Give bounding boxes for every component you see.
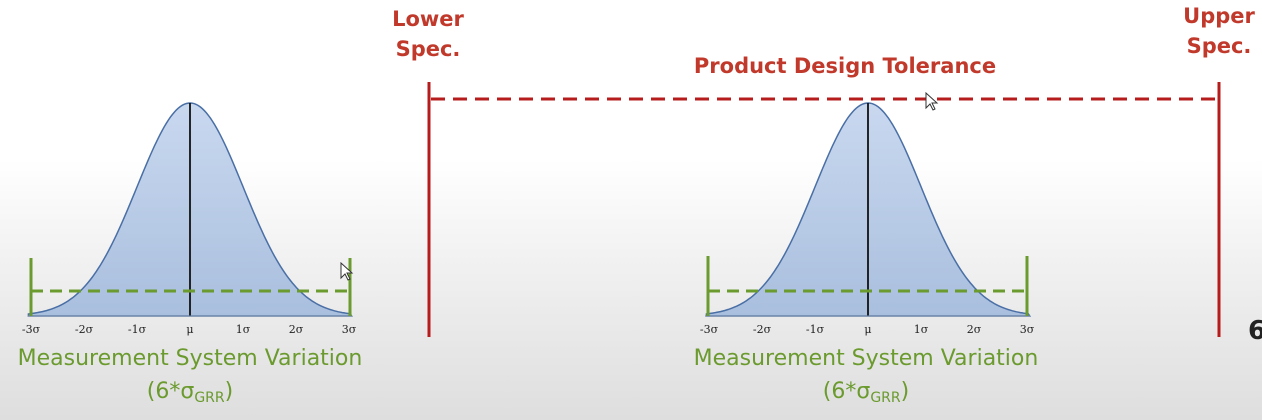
left-sigma-ticks: -3σ -2σ -1σ μ 1σ 2σ 3σ — [22, 323, 357, 336]
left-caption-formula: (6*σGRR) — [0, 375, 380, 409]
truncated-text: 6 — [1248, 316, 1262, 346]
lower-spec-label-line1: Lower — [392, 7, 464, 31]
right-caption-formula: (6*σGRR) — [676, 375, 1056, 409]
right-sigma-tick-label: -1σ — [806, 323, 825, 336]
left-sigma-tick-label: -3σ — [22, 323, 41, 336]
left-sigma-tick-label: -2σ — [75, 323, 94, 336]
right-distribution: -3σ -2σ -1σ μ 1σ 2σ 3σ — [700, 102, 1035, 336]
right-caption-main: Measurement System Variation — [693, 346, 1039, 371]
upper-spec-label-line2: Spec. — [1186, 34, 1252, 59]
right-caption-suffix: ) — [900, 379, 910, 404]
mouse-pointer-icon — [340, 262, 354, 281]
left-sigma-tick-label: -1σ — [128, 323, 147, 336]
right-sigma-tick-label: 2σ — [967, 323, 982, 336]
right-sigma-tick-label: μ — [864, 323, 871, 336]
upper-spec-label: Upper Spec. — [1176, 1, 1262, 62]
left-curve-caption: Measurement System Variation (6*σGRR) — [0, 342, 380, 409]
lower-spec-label: Lower Spec. — [388, 4, 468, 65]
right-sigma-tick-label: 1σ — [914, 323, 929, 336]
right-sigma-ticks: -3σ -2σ -1σ μ 1σ 2σ 3σ — [700, 323, 1035, 336]
right-caption-sub: GRR — [870, 390, 901, 406]
left-sigma-tick-label: 3σ — [342, 323, 357, 336]
left-caption-suffix: ) — [224, 379, 234, 404]
upper-spec-label-line1: Upper — [1183, 4, 1255, 28]
lower-spec-label-line2: Spec. — [395, 37, 461, 62]
right-caption-prefix: (6*σ — [822, 379, 871, 404]
right-sigma-tick-label: 3σ — [1020, 323, 1035, 336]
left-distribution: -3σ -2σ -1σ μ 1σ 2σ 3σ — [22, 102, 357, 336]
right-curve-caption: Measurement System Variation (6*σGRR) — [676, 342, 1056, 409]
left-caption-main: Measurement System Variation — [17, 346, 363, 371]
left-sigma-tick-label: μ — [186, 323, 193, 336]
left-sigma-tick-label: 1σ — [236, 323, 251, 336]
left-caption-prefix: (6*σ — [146, 379, 195, 404]
mouse-pointer-icon — [925, 92, 939, 111]
right-sigma-tick-label: -3σ — [700, 323, 719, 336]
tolerance-label: Product Design Tolerance — [693, 54, 997, 78]
right-sigma-tick-label: -2σ — [753, 323, 772, 336]
left-sigma-tick-label: 2σ — [289, 323, 304, 336]
left-caption-sub: GRR — [194, 390, 225, 406]
